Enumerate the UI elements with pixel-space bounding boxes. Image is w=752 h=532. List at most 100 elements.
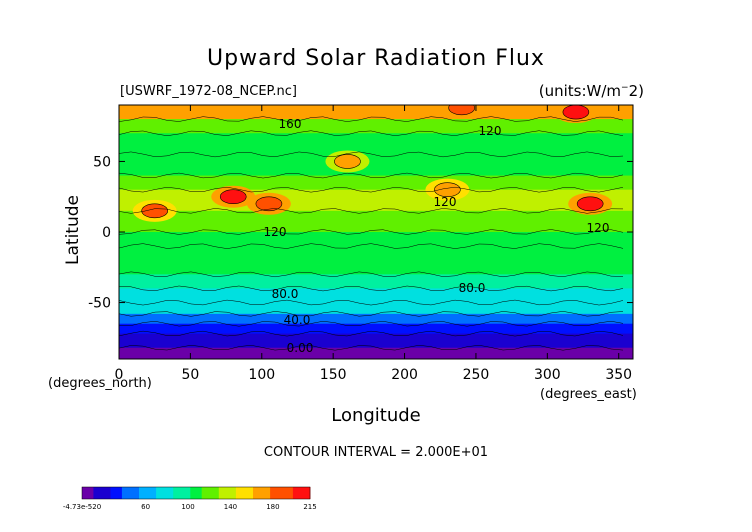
colorbar-swatch-6 <box>116 487 123 499</box>
colorbar-tick-0: -4.73e-520 <box>63 503 101 511</box>
colorbar-swatch-28 <box>241 487 248 499</box>
contour-line-2 <box>119 130 624 136</box>
x-tick-label-6: 300 <box>534 367 561 383</box>
contour-line-11 <box>119 299 624 306</box>
heatmap-band-14 <box>119 333 633 349</box>
heatmap-hotspot-3 <box>334 154 361 169</box>
colorbar-swatch-9 <box>133 487 140 499</box>
heatmap-plot-area: 160 120 120 120 120 80.0 80.0 40.0 0.00 <box>119 105 633 359</box>
colorbar-tick-3: 140 <box>224 503 237 511</box>
units-label: (units:W/m−2) <box>538 82 644 100</box>
colorbar-swatch-0 <box>82 487 89 499</box>
contour-line-4 <box>119 172 624 179</box>
y-tick-label-1: 0 <box>102 225 111 241</box>
axes: 0 50 100 150 200 250 300 350 -50 0 50 <box>88 105 633 383</box>
contour-label-8: 0.00 <box>287 341 314 355</box>
colorbar-swatch-13 <box>156 487 163 499</box>
colorbar-swatch-19 <box>190 487 197 499</box>
contour-line-9 <box>119 271 624 278</box>
y-tick-label-0: -50 <box>88 296 111 312</box>
contour-line-5 <box>119 186 624 193</box>
colorbar-swatch-32 <box>264 487 271 499</box>
colorbar: -4.73e-520 60 100 140 180 215 <box>63 486 317 511</box>
colorbar-swatch-35 <box>281 487 288 499</box>
chart-title: Upward Solar Radiation Flux <box>207 46 545 71</box>
x-axis-title: Longitude <box>331 405 421 426</box>
colorbar-swatch-36 <box>287 487 294 499</box>
colorbar-swatch-16 <box>173 487 180 499</box>
colorbar-swatch-29 <box>247 487 254 499</box>
contour-line-10 <box>119 285 624 292</box>
heatmap-hotspot-4 <box>434 182 461 197</box>
heatmap-hotspot-6 <box>562 105 590 120</box>
contour-line-13 <box>119 320 624 327</box>
colorbar-swatch-24 <box>218 487 225 499</box>
colorbar-swatch-27 <box>235 487 242 499</box>
x-tick-label-0: 0 <box>115 367 124 383</box>
colorbar-tick-2: 100 <box>181 503 194 511</box>
colorbar-swatch-15 <box>167 487 174 499</box>
colorbar-swatch-39 <box>304 487 311 499</box>
colorbar-tick-5: 215 <box>303 503 316 511</box>
x-tick-label-3: 150 <box>320 367 347 383</box>
x-unit-note: (degrees_north) <box>48 376 152 391</box>
heatmap-hotspot-7 <box>448 105 475 116</box>
heatmap-band-2 <box>119 133 633 155</box>
colorbar-swatch-14 <box>161 487 168 499</box>
contour-label-7: 40.0 <box>284 313 311 327</box>
colorbar-swatch-30 <box>253 487 260 499</box>
x-tick-label-7: 350 <box>605 367 632 383</box>
colorbar-swatch-12 <box>150 487 157 499</box>
colorbar-swatch-1 <box>87 487 94 499</box>
colorbar-swatch-22 <box>207 487 214 499</box>
colorbar-tick-1: 60 <box>141 503 150 511</box>
x-tick-label-5: 250 <box>463 367 490 383</box>
colorbar-swatch-18 <box>184 487 191 499</box>
contour-label-0: 160 <box>279 117 302 131</box>
contour-line-7 <box>119 229 624 235</box>
contour-line-3 <box>119 151 624 158</box>
colorbar-tick-4: 180 <box>266 503 279 511</box>
colorbar-swatch-2 <box>93 487 100 499</box>
heatmap-band-0 <box>119 105 633 120</box>
heatmap-band-5 <box>119 189 633 212</box>
colorbar-swatch-31 <box>258 487 265 499</box>
colorbar-swatch-7 <box>121 487 128 499</box>
colorbar-swatch-34 <box>275 487 282 499</box>
contour-line-6 <box>119 208 624 214</box>
heatmap-band-10 <box>119 288 633 304</box>
colorbar-swatch-26 <box>230 487 237 499</box>
colorbar-swatch-10 <box>139 487 146 499</box>
x-tick-label-4: 200 <box>391 367 418 383</box>
colorbar-swatch-8 <box>127 487 134 499</box>
contour-interval: CONTOUR INTERVAL = 2.000E+01 <box>263 445 489 460</box>
heatmap-band-11 <box>119 302 633 315</box>
heatmap-hotspot-2 <box>255 196 283 212</box>
heatmap-hotspot-0 <box>141 203 168 219</box>
colorbar-swatch-5 <box>110 487 117 499</box>
file-label: [USWRF_1972-08_NCEP.nc] <box>120 84 297 99</box>
colorbar-swatch-4 <box>104 487 111 499</box>
heatmap-band-13 <box>119 323 633 335</box>
contour-label-6: 80.0 <box>459 281 486 295</box>
y-tick-label-2: 50 <box>93 154 111 170</box>
x-tick-label-2: 100 <box>248 367 275 383</box>
heatmap-band-6 <box>119 210 633 233</box>
x-tick-label-1: 50 <box>181 367 199 383</box>
colorbar-swatch-25 <box>224 487 231 499</box>
colorbar-swatch-33 <box>270 487 277 499</box>
heatmap-band-1 <box>119 119 633 134</box>
contour-line-14 <box>119 330 624 337</box>
heatmap-band-4 <box>119 175 633 191</box>
colorbar-swatch-38 <box>298 487 305 499</box>
heatmap-band-3 <box>119 154 633 177</box>
contour-line-8 <box>119 243 624 249</box>
contour-label-2: 120 <box>434 195 457 209</box>
heatmap-band-15 <box>119 347 633 359</box>
contour-label-3: 120 <box>264 225 287 239</box>
heatmap-band-9 <box>119 274 633 289</box>
heatmap-hotspot-1 <box>219 189 247 205</box>
colorbar-swatch-23 <box>213 487 220 499</box>
contour-label-4: 120 <box>587 221 610 235</box>
